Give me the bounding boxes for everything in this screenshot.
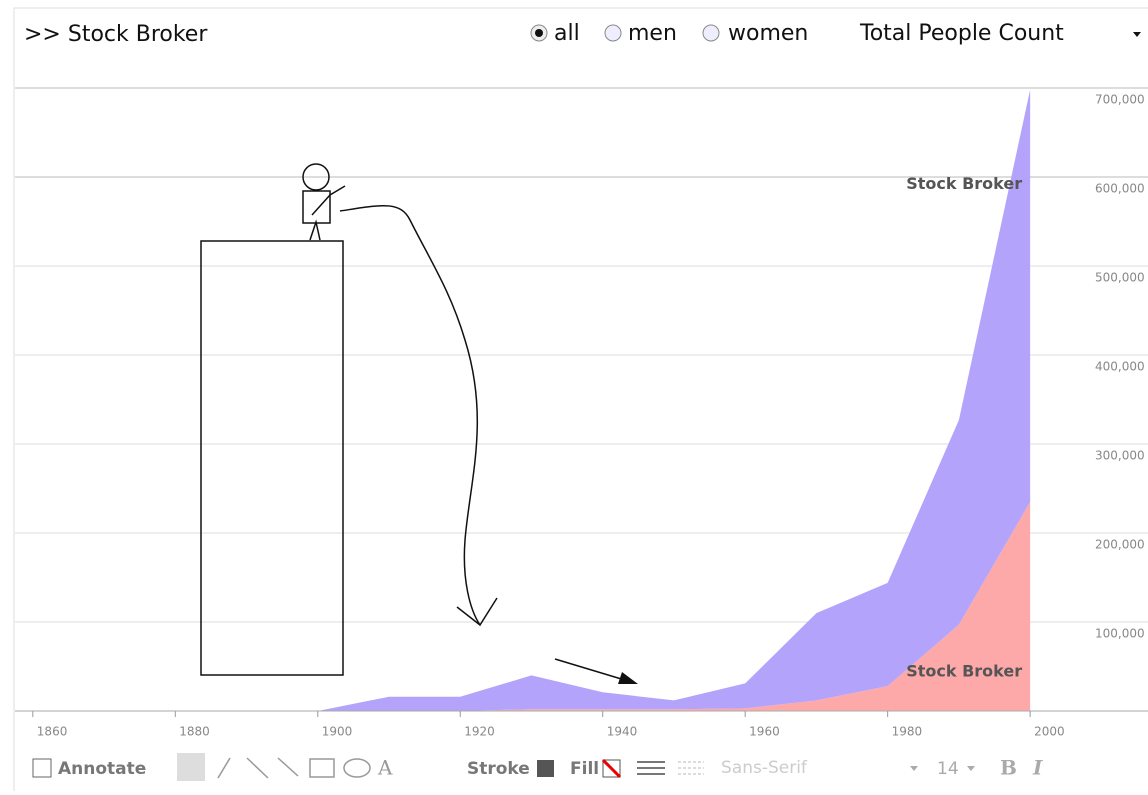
text-tool[interactable]: A (377, 756, 393, 780)
sketch-curve (339, 205, 481, 626)
y-tick-label: 600,000 (1095, 182, 1145, 196)
y-tick-label: 100,000 (1095, 627, 1145, 641)
italic-button[interactable]: I (1032, 756, 1043, 780)
area-label: Stock Broker (906, 174, 1022, 193)
frame (13, 7, 1148, 795)
x-tick-label: 1980 (892, 725, 923, 739)
width-tool[interactable] (637, 761, 665, 775)
annotate-label[interactable]: Annotate (58, 759, 146, 779)
radio-dot (535, 29, 543, 37)
y-tick-label: 300,000 (1095, 449, 1145, 463)
toolbar: Annotate A Stroke Fill Sans-Serif 14 B I (32, 753, 1043, 781)
x-tick-label: 1860 (37, 725, 68, 739)
bold-button[interactable]: B (1000, 756, 1017, 780)
dash-tool[interactable] (678, 761, 704, 775)
arrow-head (618, 672, 638, 684)
sketch-rect (200, 240, 344, 676)
sketch-body (302, 190, 331, 224)
fill-none (601, 758, 622, 779)
area-label: Stock Broker (906, 662, 1022, 681)
arrow-tool[interactable] (277, 757, 299, 777)
select-tool[interactable] (177, 753, 205, 781)
x-tick-label: 1900 (322, 725, 353, 739)
y-tick-label: 200,000 (1095, 538, 1145, 552)
ellipse-tool[interactable] (343, 758, 371, 778)
x-tick-label: 1880 (179, 725, 210, 739)
title: >> Stock Broker (24, 22, 208, 47)
area (317, 501, 1031, 711)
radio-women[interactable] (702, 24, 720, 42)
sketch (200, 163, 629, 682)
rect-tool[interactable] (309, 758, 335, 778)
option[interactable]: women (728, 21, 808, 46)
option[interactable]: all (554, 21, 580, 46)
font-select[interactable]: Sans-Serif (721, 758, 808, 778)
y-tick-label: 400,000 (1095, 360, 1145, 374)
caret (910, 766, 918, 771)
caret (967, 766, 975, 771)
stroke-swatch[interactable] (537, 760, 554, 777)
tool-icons (217, 757, 371, 779)
dropdown-caret (1133, 32, 1141, 37)
x-tick-label: 2000 (1034, 725, 1065, 739)
size-select[interactable]: 14 (937, 759, 959, 779)
sketch-arrowhead (456, 597, 498, 627)
measure-dropdown[interactable]: Total People Count (859, 21, 1064, 46)
sketch-limbs (309, 185, 346, 241)
option[interactable]: men (628, 21, 677, 46)
plot: 100,000 200,000 300,000 400,000 500,000 600,0… (15, 87, 1148, 739)
fill-label[interactable]: Fill (570, 759, 599, 779)
y-tick-label: 500,000 (1095, 271, 1145, 285)
line-tool[interactable] (246, 757, 269, 779)
x-tick-label: 1960 (749, 725, 780, 739)
stroke-label[interactable]: Stroke (467, 759, 530, 779)
x-tick-label: 1920 (464, 725, 495, 739)
sketch-head (302, 163, 330, 191)
sketch-arrow (554, 658, 629, 682)
x-tick-label: 1940 (607, 725, 638, 739)
pen-tool[interactable] (217, 757, 231, 779)
annotate-checkbox[interactable] (32, 758, 52, 778)
y-tick-label: 700,000 (1095, 93, 1145, 107)
radio-men[interactable] (604, 24, 622, 42)
